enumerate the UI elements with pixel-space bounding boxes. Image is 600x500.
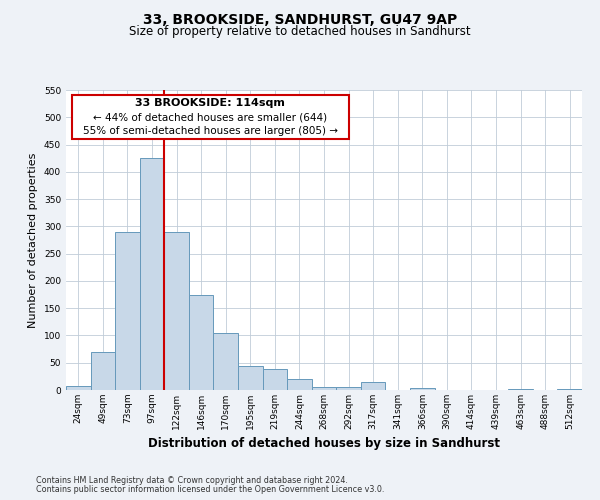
Text: ← 44% of detached houses are smaller (644): ← 44% of detached houses are smaller (64…	[93, 112, 328, 122]
Bar	[312, 388, 336, 390]
Text: Contains HM Land Registry data © Crown copyright and database right 2024.: Contains HM Land Registry data © Crown c…	[36, 476, 348, 485]
Text: 55% of semi-detached houses are larger (805) →: 55% of semi-detached houses are larger (…	[83, 126, 338, 136]
Bar	[263, 370, 287, 390]
Bar	[115, 232, 140, 390]
Bar	[287, 379, 312, 390]
Bar	[410, 388, 434, 390]
Bar	[508, 389, 533, 390]
Text: 33 BROOKSIDE: 114sqm: 33 BROOKSIDE: 114sqm	[136, 98, 285, 108]
Bar	[361, 382, 385, 390]
Bar	[140, 158, 164, 390]
Bar	[66, 386, 91, 390]
Bar	[238, 366, 263, 390]
Bar	[557, 389, 582, 390]
Text: 33, BROOKSIDE, SANDHURST, GU47 9AP: 33, BROOKSIDE, SANDHURST, GU47 9AP	[143, 12, 457, 26]
Bar	[164, 232, 189, 390]
Y-axis label: Number of detached properties: Number of detached properties	[28, 152, 38, 328]
Bar	[91, 352, 115, 390]
Bar	[189, 294, 214, 390]
Bar	[336, 388, 361, 390]
X-axis label: Distribution of detached houses by size in Sandhurst: Distribution of detached houses by size …	[148, 438, 500, 450]
Text: Contains public sector information licensed under the Open Government Licence v3: Contains public sector information licen…	[36, 485, 385, 494]
Bar	[214, 332, 238, 390]
Text: Size of property relative to detached houses in Sandhurst: Size of property relative to detached ho…	[129, 25, 471, 38]
